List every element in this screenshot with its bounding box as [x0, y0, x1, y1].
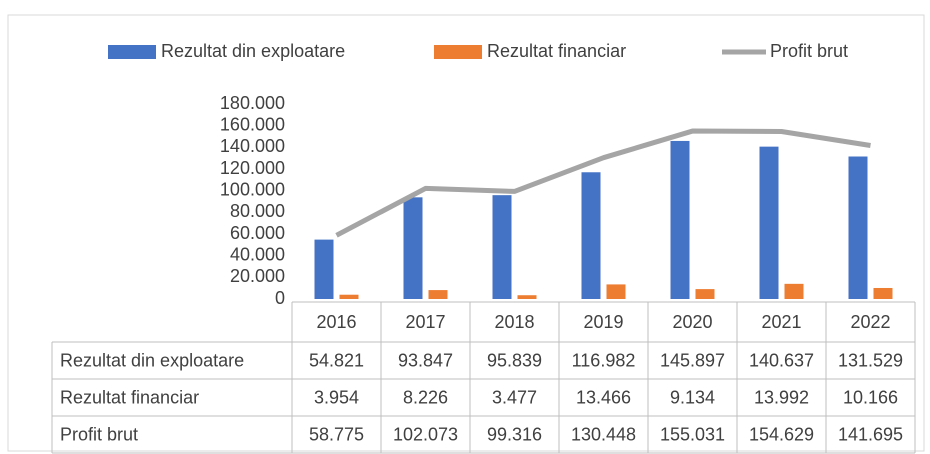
bar: [403, 197, 423, 299]
table-cell: 8.226: [403, 387, 448, 407]
y-tick-label: 20.000: [230, 266, 285, 286]
table-cell: 131.529: [838, 350, 903, 370]
x-tick-label: 2020: [672, 312, 712, 332]
table-cell: 140.637: [749, 350, 814, 370]
legend-swatch: [434, 45, 482, 59]
x-tick-label: 2017: [405, 312, 445, 332]
table-row-label: Profit brut: [60, 424, 138, 444]
y-tick-label: 60.000: [230, 223, 285, 243]
y-tick-label: 80.000: [230, 201, 285, 221]
table-cell: 116.982: [572, 350, 636, 370]
legend-label: Rezultat din exploatare: [161, 41, 345, 61]
legend-label: Rezultat financiar: [487, 41, 626, 61]
bar: [517, 295, 537, 299]
bar: [670, 140, 690, 299]
table-cell: 58.775: [309, 424, 364, 444]
table-cell: 3.477: [492, 387, 537, 407]
bar: [759, 146, 779, 299]
bar: [848, 156, 868, 299]
line: [335, 128, 871, 238]
y-tick-label: 0: [275, 288, 285, 308]
table-cell: 155.031: [660, 424, 725, 444]
x-tick-label: 2016: [316, 312, 356, 332]
x-tick-label: 2021: [761, 312, 801, 332]
table-cell: 141.695: [838, 424, 903, 444]
table-cell: 154.629: [749, 424, 814, 444]
table-cell: 3.954: [314, 387, 359, 407]
bar: [606, 284, 626, 299]
bar: [695, 289, 715, 299]
x-tick-label: 2022: [850, 312, 890, 332]
bar: [581, 172, 601, 299]
bar: [873, 287, 893, 299]
table-cell: 130.448: [571, 424, 636, 444]
bar: [314, 239, 334, 299]
table-cell: 145.897: [660, 350, 725, 370]
x-tick-label: 2019: [583, 312, 623, 332]
table-cell: 102.073: [393, 424, 458, 444]
legend-label: Profit brut: [770, 41, 848, 61]
y-tick-label: 140.000: [220, 136, 285, 156]
bar: [784, 283, 804, 299]
y-tick-label: 100.000: [220, 179, 285, 199]
table-cell: 10.166: [843, 387, 898, 407]
y-tick-label: 40.000: [230, 244, 285, 264]
bar: [428, 290, 448, 299]
y-tick-label: 160.000: [220, 114, 285, 134]
table-cell: 99.316: [487, 424, 542, 444]
table-cell: 54.821: [309, 350, 364, 370]
table-row-label: Rezultat financiar: [60, 387, 199, 407]
y-tick-label: 120.000: [220, 158, 285, 178]
legend-swatch: [108, 45, 156, 59]
table-row-label: Rezultat din exploatare: [60, 350, 244, 370]
y-tick-label: 180.000: [220, 93, 285, 113]
bar: [492, 195, 512, 299]
table-cell: 93.847: [398, 350, 453, 370]
table-cell: 13.992: [754, 387, 809, 407]
x-tick-label: 2018: [494, 312, 534, 332]
bar: [339, 294, 359, 299]
table-cell: 9.134: [670, 387, 715, 407]
chart-border: [7, 14, 925, 452]
table-cell: 13.466: [576, 387, 631, 407]
table-cell: 95.839: [487, 350, 542, 370]
